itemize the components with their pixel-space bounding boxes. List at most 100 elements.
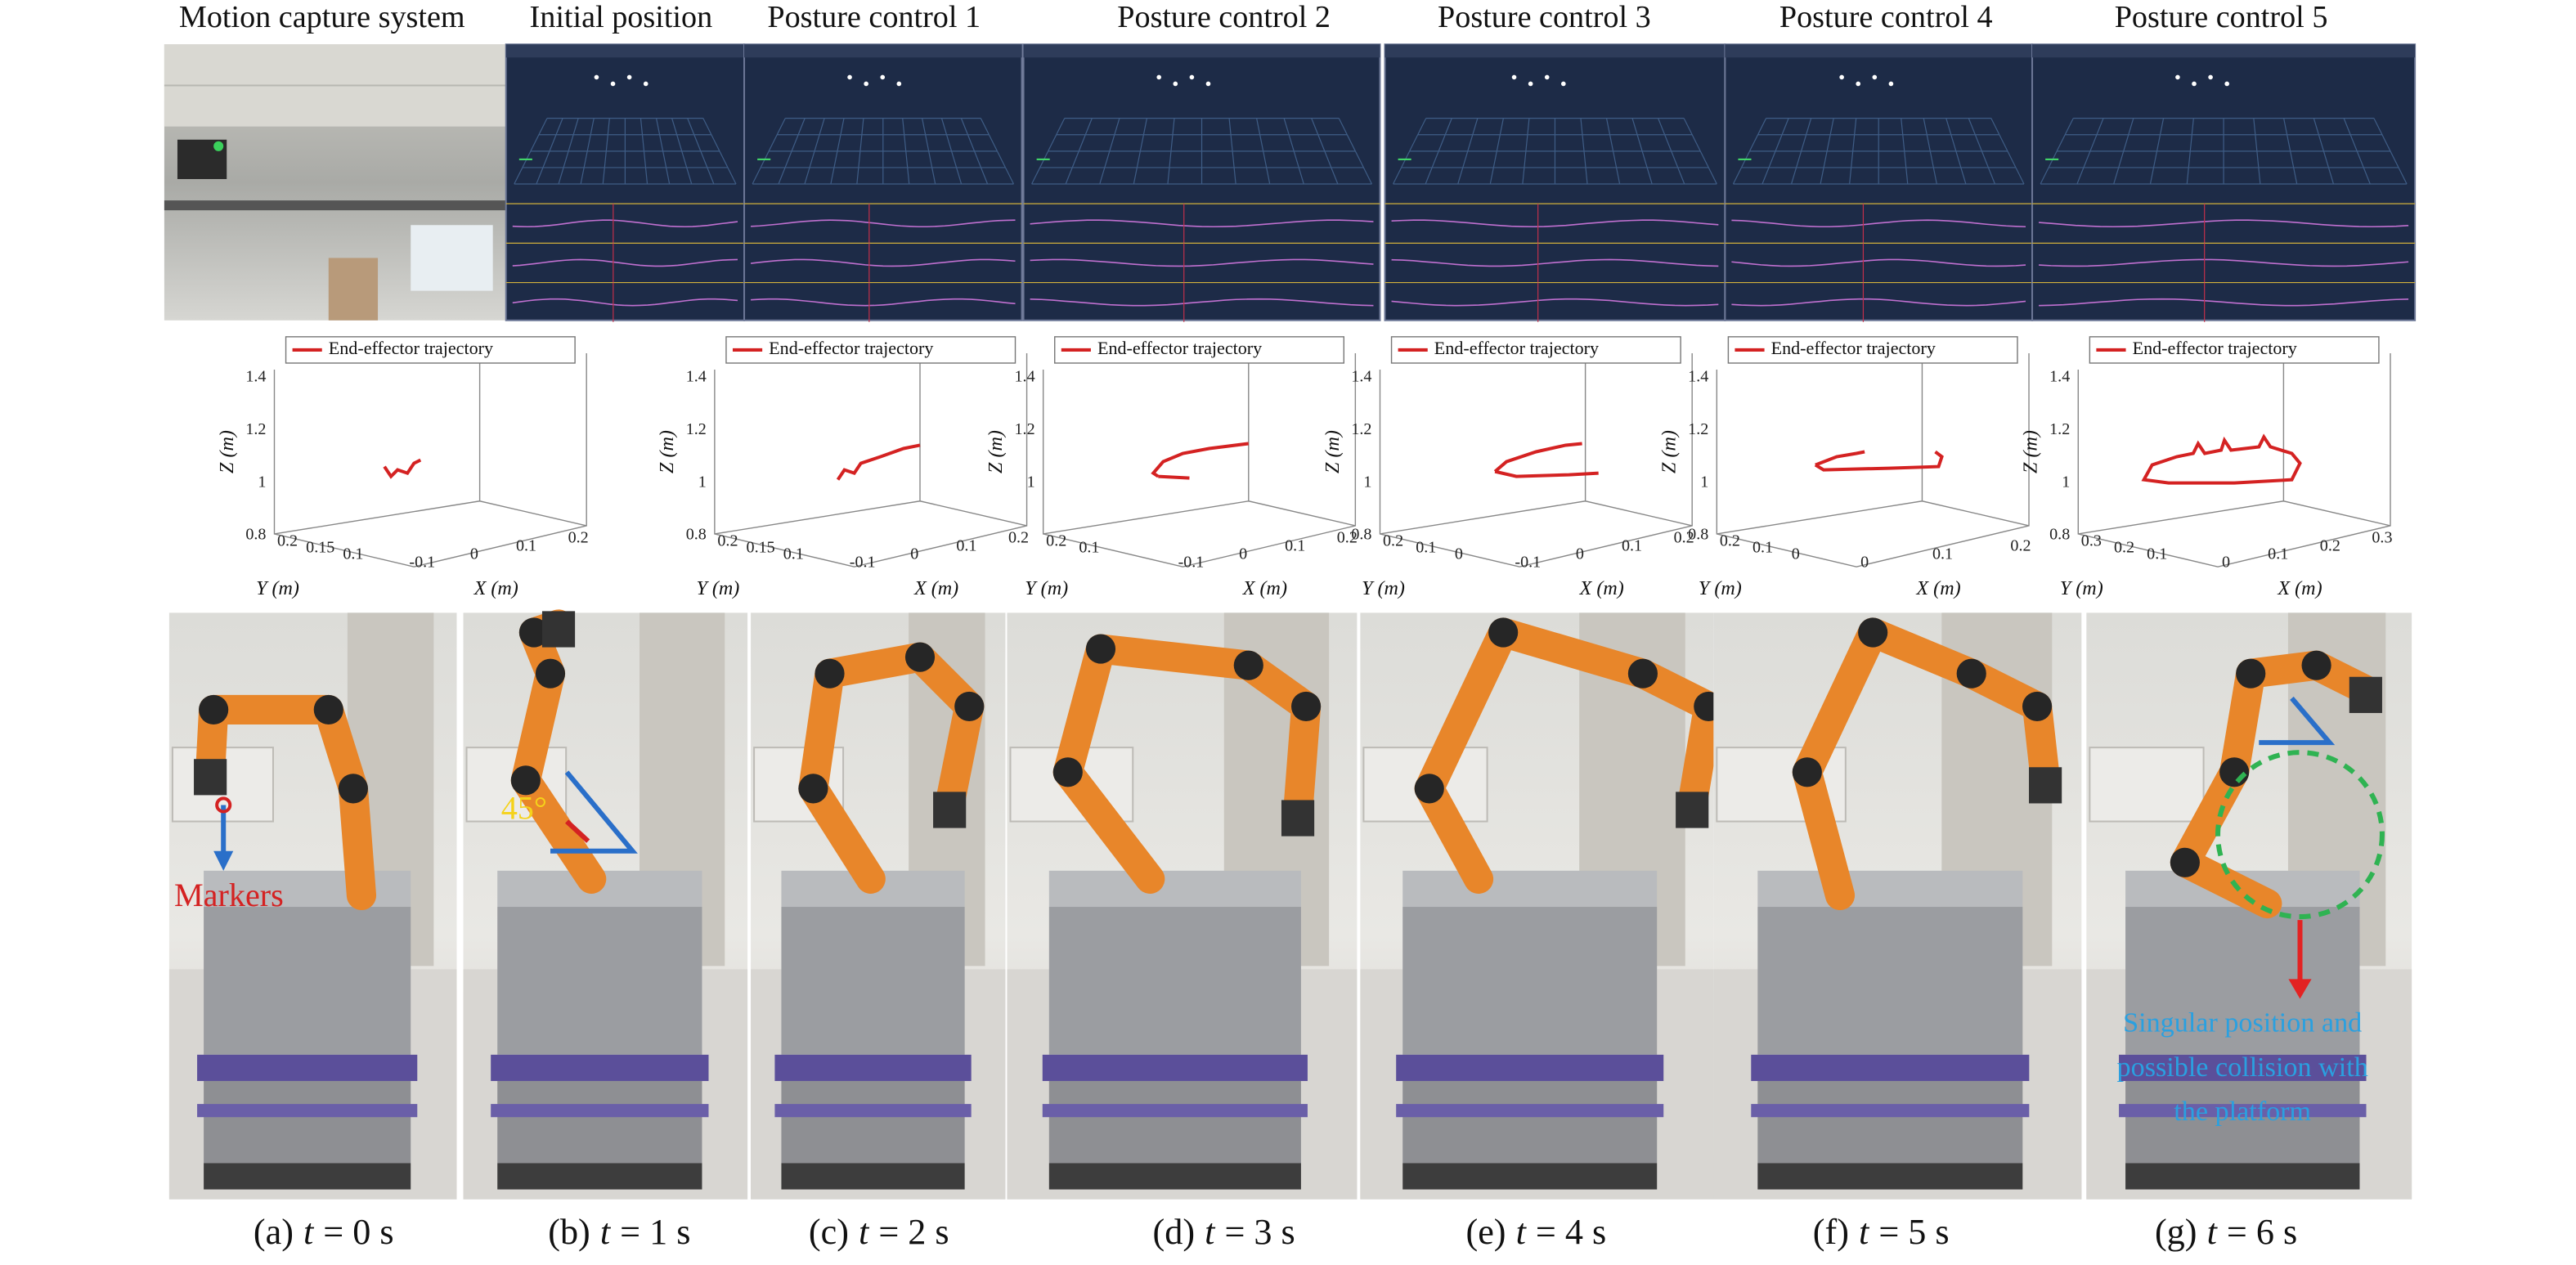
platform-body bbox=[2125, 907, 2360, 1055]
x-tick-label: -0.1 bbox=[850, 554, 876, 572]
x-tick-label: 0.2 bbox=[1674, 529, 1694, 547]
truss bbox=[164, 200, 506, 211]
marker-dot bbox=[1544, 74, 1550, 80]
window bbox=[411, 225, 493, 291]
z-tick-label: 1.4 bbox=[1351, 368, 1371, 386]
joint bbox=[954, 691, 985, 721]
platform-band bbox=[197, 1054, 418, 1081]
caption-variable: t bbox=[1859, 1212, 1870, 1252]
singular-note: possible collision with bbox=[2117, 1052, 2368, 1083]
strip-trace bbox=[512, 219, 738, 228]
strip-trace bbox=[512, 258, 738, 267]
marker-dot bbox=[896, 81, 902, 87]
y-tick-label: 0.1 bbox=[783, 545, 804, 563]
y-tick-label: 0 bbox=[1455, 545, 1463, 563]
legend-box bbox=[285, 336, 576, 364]
marker-dot bbox=[880, 74, 886, 80]
platform-top bbox=[1757, 870, 2023, 908]
legend-box bbox=[1390, 336, 1681, 364]
y-tick-label: 0.1 bbox=[1416, 539, 1436, 557]
marker-dot bbox=[626, 74, 632, 80]
y-tick-label: 0.1 bbox=[1079, 539, 1099, 557]
marker-dot bbox=[1888, 81, 1894, 87]
x-tick-label: 0.2 bbox=[568, 529, 589, 547]
toolbar bbox=[1384, 44, 1726, 58]
caption: (f) t = 5 s bbox=[1813, 1212, 1950, 1252]
column-title: Posture control 2 bbox=[1117, 0, 1331, 34]
wheel bbox=[497, 1163, 702, 1190]
caption-variable: t bbox=[303, 1212, 315, 1252]
x-tick-label: 0 bbox=[1860, 554, 1869, 572]
platform-body bbox=[1402, 907, 1658, 1055]
platform-band bbox=[774, 1054, 972, 1081]
x-axis-label: X (m) bbox=[1915, 578, 1960, 599]
legend-box bbox=[1727, 336, 2018, 364]
x-axis-label: X (m) bbox=[1242, 578, 1287, 599]
platform-base bbox=[497, 1080, 702, 1164]
x-tick-label: 0 bbox=[910, 545, 918, 563]
marker-dot bbox=[2175, 74, 2180, 80]
trajectory bbox=[1814, 450, 1944, 472]
caption-variable: t bbox=[1516, 1212, 1528, 1252]
trajectory bbox=[836, 443, 921, 481]
y-axis-label: Y (m) bbox=[1699, 578, 1742, 599]
y-tick-label: 0.1 bbox=[343, 545, 363, 563]
z-tick-label: 0.8 bbox=[1688, 526, 1708, 544]
caption-label: (b) bbox=[548, 1212, 590, 1252]
y-axis-label: Y (m) bbox=[696, 578, 739, 599]
caption-label: (g) bbox=[2155, 1212, 2197, 1252]
arrow-head bbox=[213, 850, 234, 871]
z-tick-label: 0.8 bbox=[245, 526, 266, 544]
platform-body bbox=[781, 907, 965, 1055]
y-tick-label: 0.15 bbox=[747, 539, 775, 557]
x-axis-label: X (m) bbox=[473, 578, 518, 599]
caption: (a) t = 0 s bbox=[254, 1212, 394, 1252]
z-tick-label: 1.2 bbox=[2049, 420, 2070, 438]
platform-body bbox=[497, 907, 702, 1055]
robot-arm bbox=[798, 642, 985, 894]
legend-text: End-effector trajectory bbox=[1434, 338, 1599, 358]
marker-dot bbox=[2224, 81, 2229, 87]
z-axis-label: Z (m) bbox=[2021, 430, 2042, 473]
joint bbox=[815, 658, 845, 689]
joint bbox=[1414, 774, 1444, 804]
z-tick-label: 1.2 bbox=[1688, 420, 1708, 438]
joint bbox=[1858, 617, 1888, 648]
y-tick-label: 0 bbox=[1792, 545, 1800, 563]
end-effector bbox=[1281, 800, 1315, 837]
singular-note: the platform bbox=[2174, 1097, 2311, 1127]
x-tick-label: -0.1 bbox=[1178, 554, 1205, 572]
angle-arrow bbox=[565, 819, 590, 843]
z-tick-label: 1 bbox=[698, 473, 707, 491]
x-tick-label: 0.3 bbox=[2372, 529, 2392, 547]
strip-trace bbox=[751, 298, 1016, 307]
platform-body bbox=[1048, 907, 1301, 1055]
x-tick-label: -0.1 bbox=[1515, 554, 1541, 572]
z-tick-label: 0.8 bbox=[686, 526, 707, 544]
x-tick-label: -0.1 bbox=[409, 554, 435, 572]
x-tick-label: 0.1 bbox=[1622, 537, 1642, 555]
camera-led bbox=[213, 141, 224, 151]
marker-dot bbox=[1156, 74, 1162, 80]
z-tick-label: 1 bbox=[1700, 473, 1708, 491]
platform-band bbox=[1751, 1054, 2030, 1081]
marker-dot bbox=[1839, 74, 1844, 80]
marker-dot bbox=[1561, 81, 1566, 87]
joint bbox=[2236, 658, 2266, 689]
z-tick-label: 1 bbox=[258, 473, 266, 491]
x-axis-label: X (m) bbox=[1579, 578, 1624, 599]
platform-top bbox=[204, 870, 411, 908]
caption-variable: t bbox=[1205, 1212, 1216, 1252]
platform-band bbox=[2119, 1104, 2367, 1118]
wheel bbox=[1757, 1163, 2023, 1190]
joint bbox=[1291, 691, 1322, 721]
legend-text: End-effector trajectory bbox=[1771, 338, 1936, 358]
x-tick-label: 0.1 bbox=[956, 537, 976, 555]
marker-dot bbox=[1872, 74, 1878, 80]
arrow-head bbox=[2288, 979, 2312, 999]
joint bbox=[199, 694, 229, 725]
marker-dot bbox=[2192, 81, 2197, 87]
x-tick-label: 0.2 bbox=[1008, 529, 1029, 547]
column-title: Posture control 3 bbox=[1438, 0, 1651, 34]
marker-dot bbox=[594, 74, 599, 80]
